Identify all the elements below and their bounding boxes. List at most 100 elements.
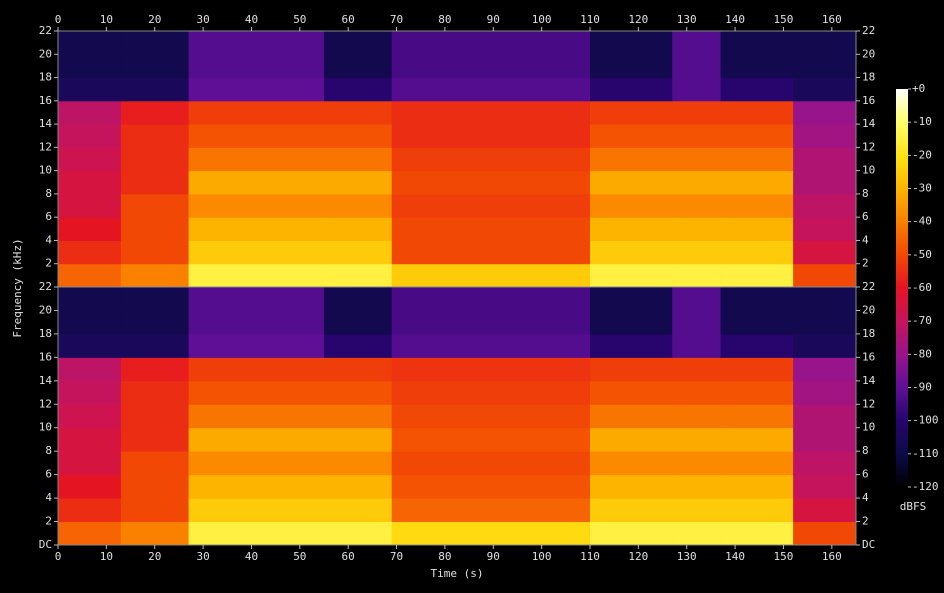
y-tick-label: 12 (39, 397, 52, 410)
heat-cell (590, 147, 673, 172)
heat-cell (590, 100, 673, 125)
y-tick-label: 4 (45, 491, 52, 504)
y-tick-label-right: 20 (862, 47, 875, 60)
heat-cell (120, 147, 190, 172)
x-tick-label: 110 (580, 13, 600, 26)
heat-cell (672, 427, 722, 452)
heat-cell (720, 124, 794, 148)
heat-cell (120, 31, 190, 55)
y-tick-label-right: 10 (862, 421, 875, 434)
y-tick-label-right: 12 (862, 140, 875, 153)
heat-cell (188, 521, 325, 546)
heat-cell (120, 380, 190, 405)
heat-cell (793, 404, 857, 429)
heat-cell (720, 240, 794, 265)
heat-cell (793, 217, 857, 241)
colorbar-tick-label: -110 (912, 447, 939, 460)
heat-cell (672, 263, 722, 288)
heat-cell (391, 54, 591, 79)
heat-cell (590, 217, 673, 241)
heat-cell (793, 240, 857, 265)
colorbar-tick-label: -70 (912, 314, 932, 327)
heat-cell (672, 100, 722, 125)
heat-cell (672, 240, 722, 265)
heat-cell (391, 498, 591, 523)
heat-cell (188, 124, 325, 148)
x-tick-label: 130 (677, 550, 697, 563)
heat-cell (324, 521, 393, 546)
heat-cell (391, 333, 591, 358)
heat-cell (793, 357, 857, 382)
heat-cell (58, 124, 122, 148)
heat-cell (324, 240, 393, 265)
heat-cell (58, 54, 122, 79)
heat-cell (590, 357, 673, 382)
heat-cell (720, 287, 794, 311)
heat-cell (672, 451, 722, 476)
x-tick-label: 120 (628, 13, 648, 26)
y-tick-label-right: DC (862, 538, 875, 551)
heat-cell (120, 287, 190, 311)
heat-cell (324, 54, 393, 79)
heat-cell (672, 310, 722, 335)
heat-cell (672, 217, 722, 241)
y-tick-label-right: 2 (862, 257, 869, 270)
heat-cell (120, 521, 190, 546)
heat-cell (324, 193, 393, 218)
heat-cell (793, 333, 857, 358)
heat-cell (120, 427, 190, 452)
heat-cell (672, 521, 722, 546)
heat-cell (590, 474, 673, 499)
heat-cell (793, 310, 857, 335)
heat-cell (58, 100, 122, 125)
heat-cell (188, 427, 325, 452)
y-tick-label-right: 14 (862, 117, 876, 130)
heat-cell (120, 77, 190, 102)
heat-cell (672, 333, 722, 358)
heat-cell (793, 147, 857, 172)
y-tick-label: 18 (39, 71, 52, 84)
heat-cell (793, 263, 857, 288)
heat-cell (672, 147, 722, 172)
heat-cell (324, 404, 393, 429)
heat-cell (120, 240, 190, 265)
heat-cell (188, 31, 325, 55)
y-tick-label: 2 (45, 515, 52, 528)
heat-cell (188, 217, 325, 241)
heat-cell (188, 310, 325, 335)
x-tick-label: 20 (148, 550, 161, 563)
y-tick-label: 16 (39, 94, 52, 107)
heat-cell (324, 170, 393, 195)
heat-cell (324, 427, 393, 452)
heat-cell (590, 124, 673, 148)
heat-cell (672, 380, 722, 405)
y-tick-label-right: 22 (862, 24, 875, 37)
heat-cell (120, 357, 190, 382)
heat-cell (590, 310, 673, 335)
heat-cell (324, 124, 393, 148)
y-tick-label: 10 (39, 421, 52, 434)
heat-cell (590, 31, 673, 55)
y-tick-label-right: 22 (862, 280, 875, 293)
x-tick-label: 10 (100, 13, 113, 26)
heat-cell (672, 357, 722, 382)
heat-cell (120, 100, 190, 125)
heat-cell (391, 31, 591, 55)
heat-cell (672, 170, 722, 195)
y-tick-label: 6 (45, 210, 52, 223)
y-tick-label: 14 (39, 117, 53, 130)
x-tick-label: 30 (196, 550, 209, 563)
heat-cell (793, 31, 857, 55)
heat-cell (672, 498, 722, 523)
heat-cell (391, 240, 591, 265)
x-tick-label: 100 (532, 550, 552, 563)
heat-cell (120, 263, 190, 288)
heat-cell (793, 100, 857, 125)
heat-cell (391, 193, 591, 218)
x-tick-label: 10 (100, 550, 113, 563)
x-tick-label: 0 (55, 550, 62, 563)
heat-cell (391, 100, 591, 125)
y-tick-label-right: 18 (862, 327, 875, 340)
heat-cell (793, 287, 857, 311)
heat-cell (188, 404, 325, 429)
